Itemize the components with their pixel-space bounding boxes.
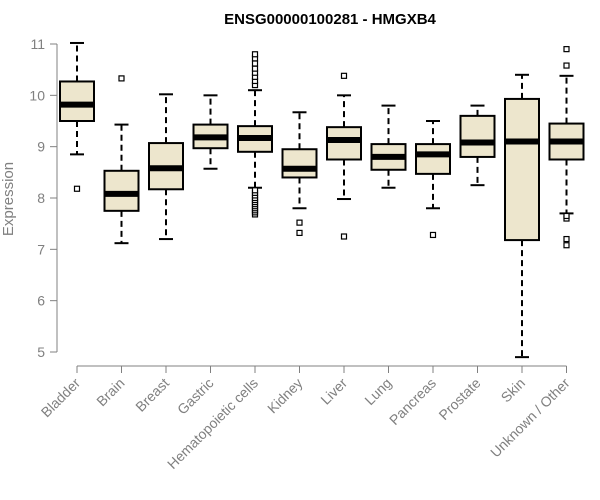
outlier-point: [563, 235, 570, 243]
outlier-point: [251, 60, 259, 67]
iqr-box: [504, 97, 540, 242]
box-gastric: [192, 94, 229, 170]
box-lung: [370, 104, 407, 189]
x-tick-label: Prostate: [435, 375, 483, 423]
iqr-box: [459, 114, 496, 158]
box-bladder: [59, 41, 95, 192]
iqr-box: [103, 169, 140, 212]
x-tick-label: Unknown / Other: [487, 375, 573, 461]
x-tick-label: Bladder: [38, 375, 84, 421]
box-liver: [326, 72, 362, 240]
x-tick-label: Lung: [361, 375, 394, 408]
x-tick-label: Brain: [93, 375, 127, 409]
outlier-point: [118, 75, 125, 82]
x-tick-label: Pancreas: [386, 375, 439, 428]
x-tick-label: Kidney: [264, 375, 306, 417]
axes-group: 5 6 7 8 9 10 11: [29, 36, 567, 373]
y-tick-label: 9: [37, 139, 45, 155]
outlier-point: [429, 231, 437, 239]
outlier-point: [340, 72, 348, 79]
outlier-point: [296, 219, 303, 226]
chart-title: ENSG00000100281 - HMGXB4: [224, 11, 436, 28]
outlier-point: [563, 46, 570, 53]
box-pancreas: [415, 120, 451, 239]
y-axis-label: Expression: [0, 162, 17, 236]
x-tick-label: Skin: [498, 375, 529, 406]
y-tick-label: 10: [29, 87, 45, 103]
y-tick-label: 6: [37, 293, 45, 309]
iqr-box: [281, 148, 318, 179]
outlier-point: [73, 185, 81, 192]
x-tick-label: Liver: [317, 375, 350, 408]
y-tick-label: 5: [37, 344, 45, 360]
outlier-point: [563, 62, 570, 69]
outlier-point: [251, 51, 259, 58]
y-tick-label: 11: [30, 36, 45, 52]
box-hematopoietic-cells: [237, 51, 273, 218]
outlier-point: [563, 242, 570, 249]
box-unknown-other: [548, 46, 585, 249]
box-skin: [504, 73, 540, 359]
box-kidney: [281, 111, 318, 237]
outlier-point: [340, 233, 348, 240]
box-brain: [103, 75, 140, 245]
box-prostate: [459, 104, 496, 187]
outlier-point: [251, 187, 259, 194]
outlier-point: [296, 229, 303, 237]
x-tick-label: Gastric: [174, 375, 217, 418]
outlier-point: [251, 65, 259, 72]
iqr-box: [415, 143, 451, 175]
y-tick-label: 8: [37, 190, 45, 206]
iqr-box: [326, 126, 362, 161]
box-breast: [148, 93, 184, 241]
y-tick-label: 7: [37, 241, 45, 257]
x-tick-label: Breast: [132, 375, 172, 415]
iqr-box: [59, 80, 95, 122]
boxes-group: [59, 41, 585, 359]
outlier-point: [563, 212, 570, 220]
